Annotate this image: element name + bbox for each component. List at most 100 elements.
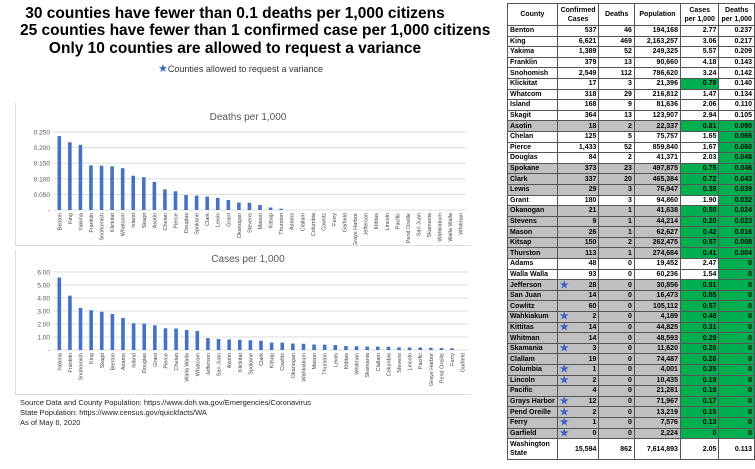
cases-per-1000: 0.38 [679,183,720,196]
x-tick-label: Benton [110,353,116,370]
county-name: King [507,35,558,48]
county-name: Skagit [507,109,558,122]
population: 41,638 [633,205,681,217]
deaths-per-1000: 0.046 [718,162,755,175]
table-row: Chelan 125 5 75,757 1.65 0.066 [507,130,755,143]
source-line: Source Data and County Population: https… [20,398,311,407]
x-tick-label: Lewis [216,213,222,227]
star-icon: ★ [559,279,569,291]
bar [131,175,136,210]
x-tick-label: Cowlitz [280,353,286,371]
cases-per-1000: 0.20 [679,215,720,228]
county-name: Grant [507,194,558,207]
bar [184,195,188,210]
x-tick-label: Asotin [152,213,158,228]
population: 4,189 [633,311,681,323]
cases-per-1000: 0.25 [679,364,720,376]
deaths: 0 [598,385,635,397]
confirmed-cases: 26 [556,226,600,238]
deaths: 2 [598,120,635,132]
deaths: 0 [598,300,635,313]
bar [68,142,72,210]
deaths: 0 [598,311,635,323]
deaths-per-1000: 0 [718,289,755,302]
x-tick-label: Clark [205,213,211,226]
cases-per-1000: 0.42 [679,226,720,238]
population: 60,236 [633,268,681,281]
table-row: Grays Harbor ★ 12 0 71,967 0.17 0 [507,395,755,408]
deaths: 0 [598,279,635,291]
bar [312,344,316,350]
deaths: 0 [598,416,635,429]
confirmed-cases: 337 [556,173,600,185]
deaths: 0 [598,258,635,270]
bar [152,181,157,210]
cases-per-1000: 0.41 [679,247,720,260]
bar [206,338,210,350]
confirmed-cases: ★ 2 [556,374,600,387]
table-header-row: County Confirmed Cases Deaths Population Cas… [507,3,755,26]
deaths-per-1000: 0 [718,300,755,313]
table-row: Pacific 4 0 21,281 0.19 0 [507,385,755,397]
headline-cases: 25 counties have fewer than 1 confirmed … [20,22,491,39]
deaths: 29 [598,88,635,101]
deaths: 2 [598,152,635,164]
deaths: 2 [598,236,635,249]
table-row: Okanogan 21 1 41,638 0.50 0.024 [507,205,755,217]
population: 7,614,893 [633,438,681,461]
deaths-per-1000: 0.043 [718,173,755,185]
y-tick-label: 6.00 [37,270,50,277]
deaths-per-1000: 0.039 [718,183,755,196]
x-tick-label: Benton [57,213,63,230]
population: 21,281 [633,385,681,397]
county-name: Pierce [507,141,558,154]
table-row: Kittitas ★ 14 0 44,825 0.31 0 [507,321,755,334]
population: 22,337 [633,120,681,132]
x-tick-label: Whatcom [195,353,201,377]
x-tick-label: Jefferson [206,353,212,376]
table-row: Yakima 1,389 52 249,325 5.57 0.209 [507,46,755,58]
population: 497,875 [633,162,681,175]
star-icon: ★ [559,321,569,333]
cases-per-1000: 0.19 [679,374,720,387]
confirmed-cases: 15,594 [556,438,600,461]
bar [237,202,241,210]
confirmed-cases: 9 [556,215,600,228]
deaths: 46 [598,25,635,37]
cases-per-1000: 0.57 [679,300,720,313]
bar [195,330,200,350]
column-header: Cases per 1,000 [679,3,720,26]
county-data-table: County Confirmed Cases Deaths Population Cas… [507,3,755,461]
x-tick-label: Kittitas [374,213,380,230]
bar [226,200,231,210]
county-name: Skamania [507,342,558,355]
population: 10,435 [633,374,681,387]
star-icon: ★ [559,374,569,386]
chart-title: Cases per 1,000 [211,254,285,265]
x-tick-label: Mason [312,353,318,370]
deaths: 0 [598,342,635,355]
bar [365,346,369,350]
confirmed-cases: 21 [556,205,600,217]
cases-per-1000: 2.47 [679,258,720,270]
deaths: 112 [598,67,635,79]
confirmed-cases: ★ 0 [556,427,600,440]
deaths-per-1000: 0.134 [718,88,755,101]
population: 859,840 [633,141,681,154]
population: 249,325 [633,46,681,58]
confirmed-cases: 2,549 [556,67,600,79]
table-row: Snohomish 2,549 112 786,620 3.24 0.142 [507,67,755,79]
x-tick-label: Kittitas [344,353,350,370]
x-tick-label: Lincoln [408,353,414,370]
cases-per-1000: 0.48 [679,311,720,323]
x-tick-label: Chelan [163,213,169,230]
table-row: Stevens 9 1 44,214 0.20 0.023 [507,215,755,228]
deaths: 469 [598,35,635,48]
cases-per-1000: 0.31 [679,321,720,334]
x-tick-label: Lincoln [385,213,391,230]
population: 81,636 [633,99,681,111]
table-row: Walla Walla 93 0 60,236 1.54 0 [507,268,755,281]
confirmed-cases: 14 [556,332,600,344]
table-row: Garfield ★ 0 0 2,224 0 0 [507,427,755,440]
confirmed-cases: 180 [556,194,600,207]
